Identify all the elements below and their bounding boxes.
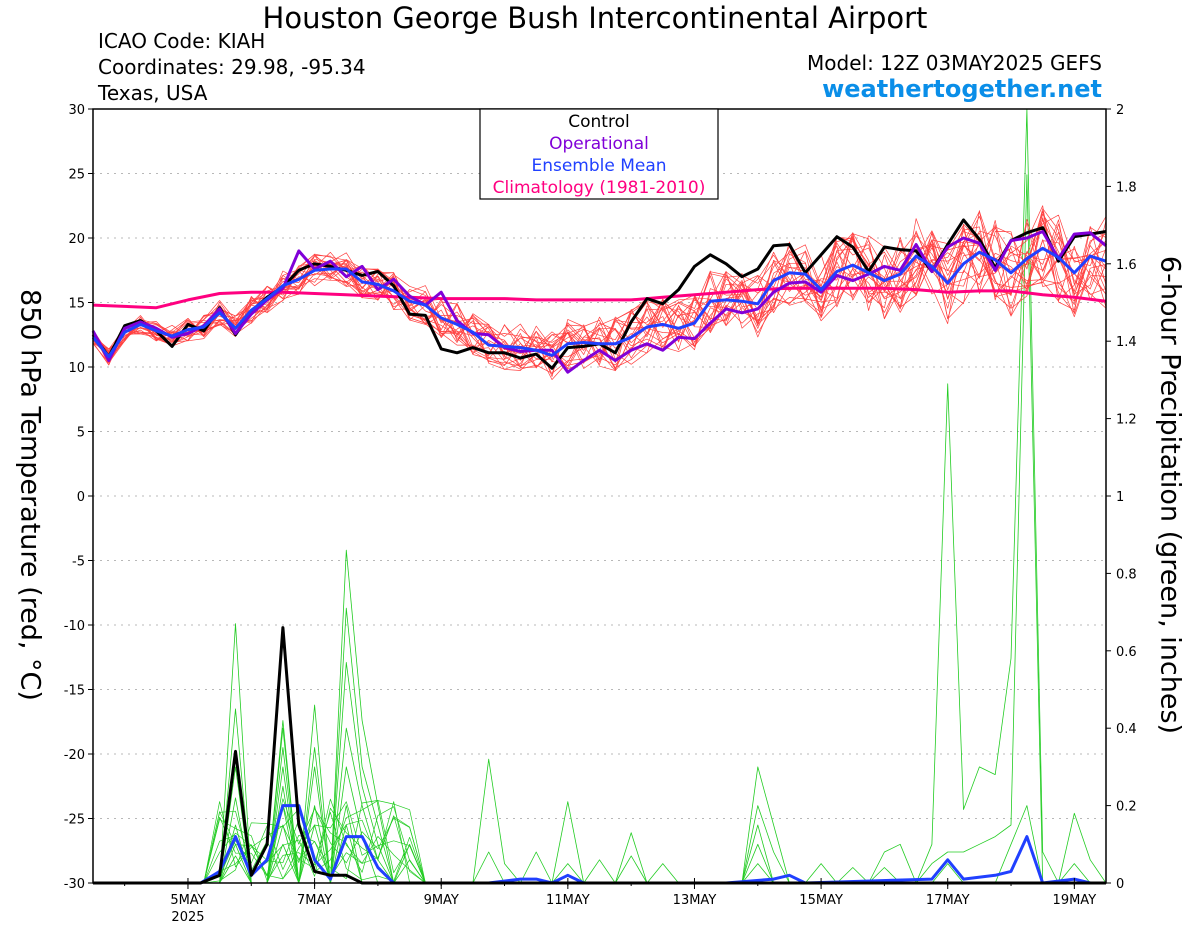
right-tick-label: 0 <box>1116 877 1124 892</box>
left-tick-label: 20 <box>68 232 85 247</box>
temp-operational-line <box>91 230 1107 374</box>
x-tick-label: 11MAY <box>546 893 590 908</box>
right-tick-label: 1.8 <box>1116 180 1137 195</box>
precip-control-line <box>93 626 1106 885</box>
axes: 302520151050-5-10-15-20-25-3021.81.61.41… <box>64 103 1137 925</box>
right-tick-label: 0.6 <box>1116 645 1137 660</box>
precip-ensemble-mean-line <box>93 804 1106 885</box>
left-tick-label: -15 <box>64 684 85 699</box>
left-tick-label: 30 <box>68 103 85 118</box>
legend-entry: Control <box>568 112 629 132</box>
model-run: Model: 12Z 03MAY2025 GEFS <box>807 51 1102 75</box>
left-tick-label: -25 <box>64 813 85 828</box>
x-year-label: 2025 <box>171 910 204 925</box>
legend-entry: Operational <box>549 134 649 154</box>
left-tick-label: 5 <box>77 426 85 441</box>
x-tick-label: 15MAY <box>799 893 843 908</box>
x-tick-label: 7MAY <box>297 893 332 908</box>
chart-title: Houston George Bush Intercontinental Air… <box>262 1 928 35</box>
region: Texas, USA <box>98 81 208 105</box>
left-tick-label: 0 <box>77 490 85 505</box>
legend-entry: Ensemble Mean <box>531 156 666 176</box>
left-tick-label: -5 <box>72 555 85 570</box>
x-tick-label: 9MAY <box>424 893 459 908</box>
temp-ensemble-mean-line <box>91 246 1107 359</box>
grid <box>93 173 1106 819</box>
climatology-line <box>92 286 1107 310</box>
right-tick-label: 0.8 <box>1116 567 1137 582</box>
right-tick-label: 1.4 <box>1116 335 1137 350</box>
left-tick-label: 25 <box>68 168 85 183</box>
main-series <box>91 218 1107 885</box>
legend-entry: Climatology (1981-2010) <box>493 178 706 198</box>
right-tick-label: 1 <box>1116 490 1124 505</box>
legend-box <box>479 108 719 200</box>
right-tick-label: 1.2 <box>1116 413 1137 428</box>
x-tick-label: 13MAY <box>673 893 717 908</box>
left-tick-label: 10 <box>68 361 85 376</box>
site-link[interactable]: weathertogether.net <box>822 75 1102 103</box>
icao-code: ICAO Code: KIAH <box>98 29 266 53</box>
x-tick-label: 17MAY <box>926 893 970 908</box>
coordinates: Coordinates: 29.98, -95.34 <box>98 55 366 79</box>
x-tick-label: 19MAY <box>1053 893 1097 908</box>
right-tick-label: 1.6 <box>1116 258 1137 273</box>
right-tick-label: 0.4 <box>1116 722 1137 737</box>
left-tick-label: -10 <box>64 619 85 634</box>
left-tick-label: -20 <box>64 748 85 763</box>
x-tick-label: 5MAY <box>170 893 205 908</box>
right-tick-label: 0.2 <box>1116 800 1137 815</box>
temp-member-line <box>92 210 1107 368</box>
left-tick-label: -30 <box>64 877 85 892</box>
right-tick-label: 2 <box>1116 103 1124 118</box>
left-tick-label: 15 <box>68 297 85 312</box>
